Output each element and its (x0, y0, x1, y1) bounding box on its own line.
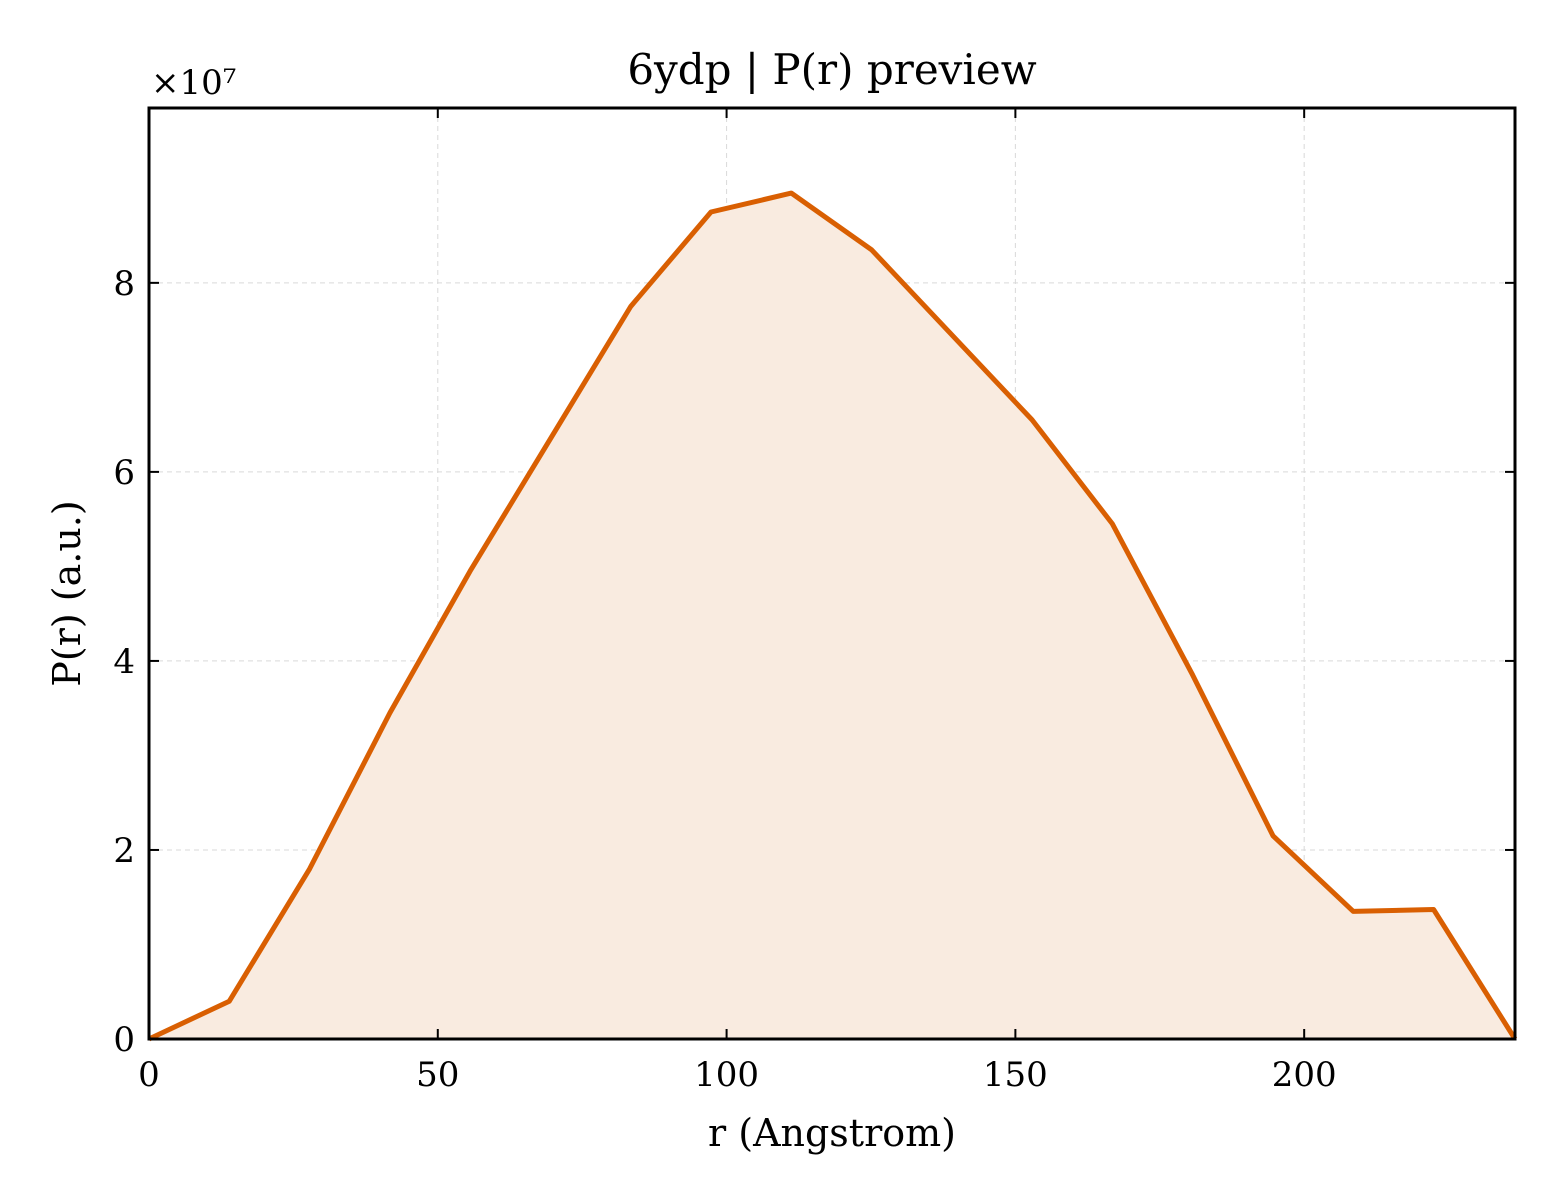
y-tick-label: 2 (113, 831, 135, 871)
y-axis-multiplier: ×10⁷ (151, 63, 236, 103)
x-tick-label: 100 (694, 1055, 759, 1095)
ticks-layer: 0 50 100 150 200 0 2 4 6 8 (113, 108, 1515, 1095)
x-axis-label: r (Angstrom) (708, 1111, 956, 1155)
x-tick-label: 150 (983, 1055, 1048, 1095)
y-tick-label: 4 (113, 642, 135, 682)
x-tick-label: 50 (416, 1055, 459, 1095)
pr-area-fill (149, 193, 1515, 1040)
y-tick-label: 6 (113, 453, 135, 493)
plot-frame (147, 106, 1517, 1041)
chart-title: 6ydp | P(r) preview (627, 45, 1036, 94)
x-tick-label: 200 (1272, 1055, 1337, 1095)
y-tick-label: 0 (113, 1020, 135, 1060)
pr-series-line (147, 190, 1518, 1042)
y-tick-label: 8 (113, 264, 135, 304)
y-axis-label: P(r) (a.u.) (45, 500, 89, 686)
x-tick-label: 0 (138, 1055, 160, 1095)
